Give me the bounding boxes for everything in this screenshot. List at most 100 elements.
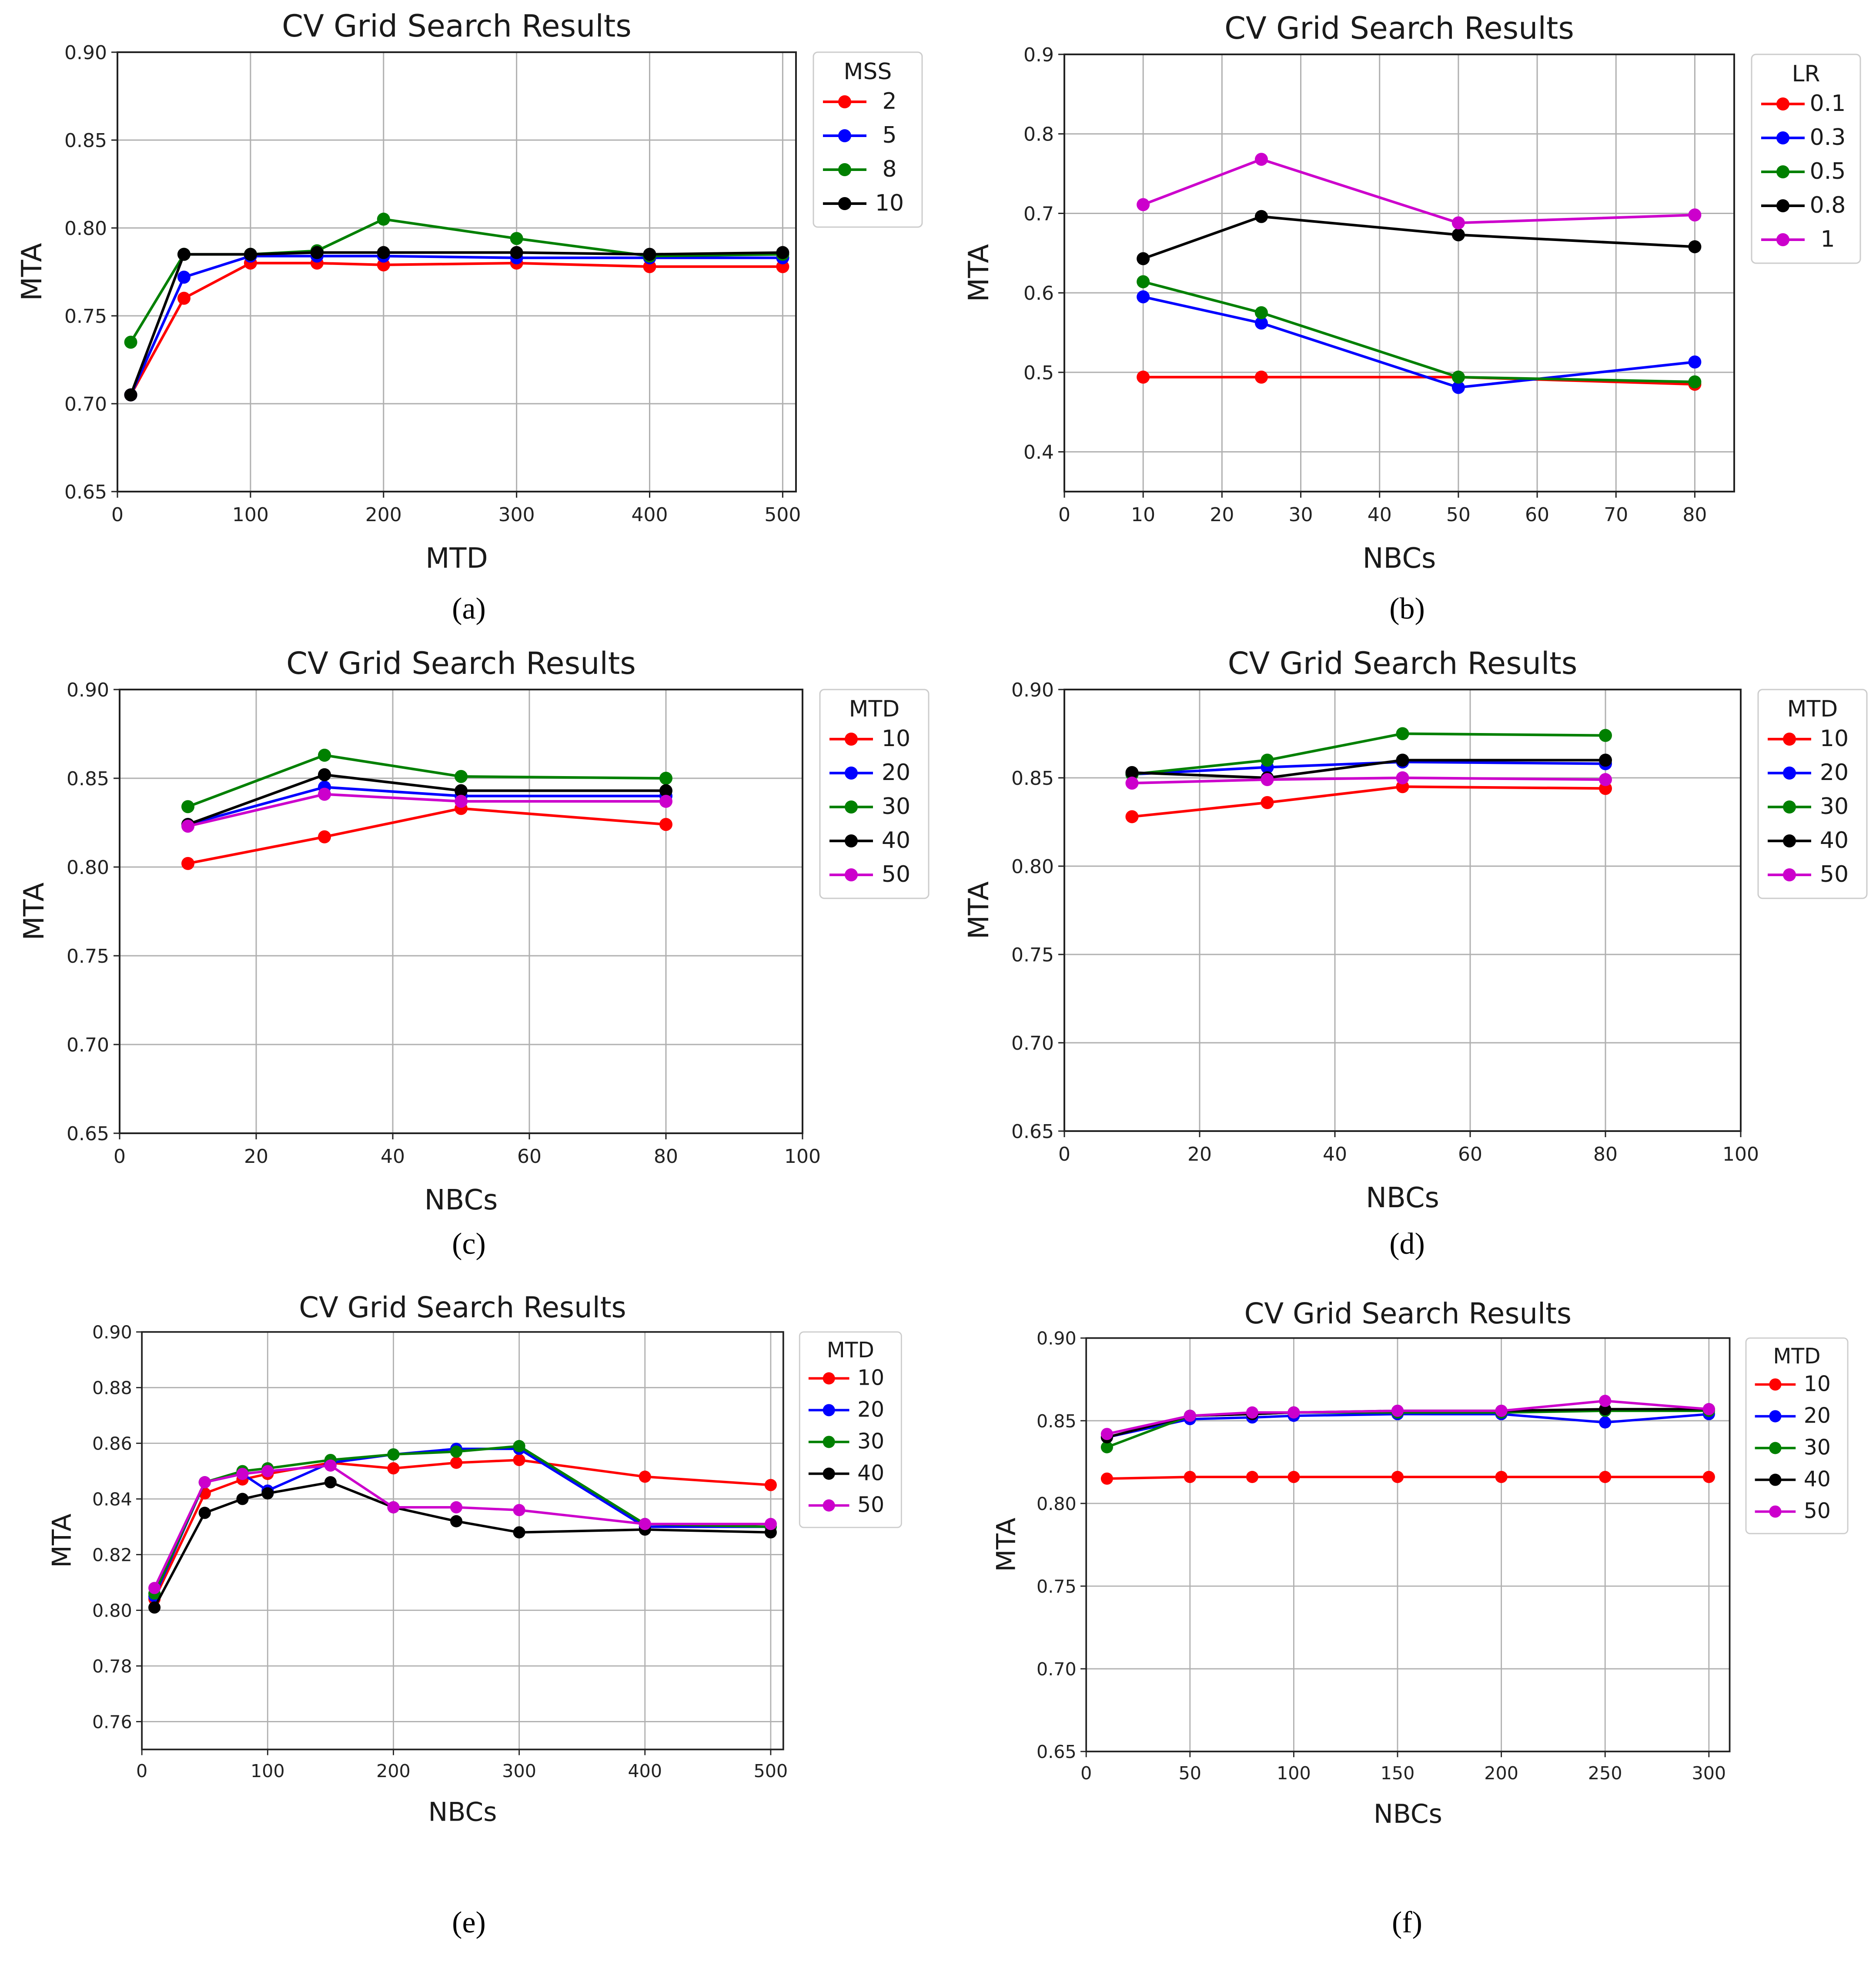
chart-2-ytick-label-0: 0.65 — [67, 1123, 109, 1145]
chart-4-series-50-point-2 — [236, 1467, 249, 1480]
chart-1-series-0.3-point-3 — [1688, 355, 1702, 369]
chart-0-series-10-point-1 — [177, 248, 191, 261]
chart-3-series-50-point-1 — [1261, 773, 1274, 787]
chart-4-legend-marker-4 — [823, 1499, 835, 1512]
chart-1-y-axis-label: MTA — [963, 244, 995, 302]
chart-2-xtick-label-1: 20 — [244, 1145, 268, 1168]
chart-0-ytick-label-4: 0.85 — [64, 130, 107, 152]
chart-1-ytick-label-0: 0.4 — [1023, 442, 1054, 464]
chart-1-legend-label-1: 0.3 — [1810, 124, 1846, 151]
chart-1-x-axis-label: NBCs — [1363, 542, 1436, 575]
chart-4-series-40-point-1 — [198, 1507, 211, 1519]
chart-2-ytick-label-5: 0.90 — [67, 679, 109, 701]
chart-0-series-2-line — [129, 261, 783, 396]
chart-5-legend-title: MTD — [1773, 1344, 1820, 1369]
chart-3-series-50-point-2 — [1396, 771, 1409, 784]
chart-2-legend-label-1: 20 — [882, 760, 910, 786]
chart-4-legend-label-1: 20 — [857, 1397, 884, 1422]
chart-4-xtick-label-0: 0 — [136, 1761, 147, 1781]
chart-4-legend-marker-1 — [823, 1404, 835, 1416]
chart-5-series-50-point-4 — [1391, 1404, 1404, 1417]
chart-1-series-0.8-point-2 — [1451, 228, 1465, 241]
chart-3-title: CV Grid Search Results — [1228, 646, 1578, 681]
chart-0-xtick-label-0: 0 — [111, 504, 124, 526]
chart-0-legend-marker-1 — [838, 129, 851, 142]
chart-5-legend-label-3: 40 — [1804, 1467, 1831, 1492]
chart-5-ytick-label-0: 0.65 — [1037, 1741, 1077, 1762]
chart-1-series-0.5-point-2 — [1451, 370, 1465, 384]
chart-4-x-axis-label: NBCs — [428, 1797, 497, 1827]
chart-0-x-axis-label: MTD — [425, 542, 488, 575]
chart-4-xtick-label-4: 400 — [628, 1761, 662, 1781]
chart-4-xtick-label-5: 500 — [754, 1761, 788, 1781]
chart-1-xtick-label-6: 60 — [1525, 504, 1549, 526]
chart-2-series-30-point-1 — [318, 748, 331, 762]
chart-2-y-axis-label: MTA — [18, 882, 50, 940]
chart-1-series-1-point-2 — [1451, 216, 1465, 230]
chart-5-series-10-point-5 — [1495, 1471, 1508, 1483]
chart-4-series-50-point-6 — [450, 1501, 463, 1513]
chart-4-series-10-point-9 — [764, 1479, 777, 1491]
chart-3-legend-title: MTD — [1787, 696, 1838, 722]
chart-5-series-10-point-2 — [1246, 1471, 1259, 1483]
chart-4-y-axis-label: MTA — [47, 1513, 77, 1568]
chart-0-legend-title: MSS — [844, 59, 892, 85]
chart-2-legend-label-2: 30 — [882, 794, 910, 820]
chart-3-series-40-point-2 — [1396, 753, 1409, 767]
chart-0-series-10-point-6 — [643, 248, 656, 261]
chart-5-series-10-point-1 — [1184, 1471, 1196, 1483]
chart-0-series-10-point-7 — [776, 246, 789, 259]
chart-0-title: CV Grid Search Results — [282, 8, 632, 44]
chart-0-series-10-line — [129, 251, 783, 395]
chart-0-series-10-point-3 — [310, 246, 324, 259]
chart-4-series-40-line — [153, 1481, 771, 1608]
chart-1-series-0.8-line — [1143, 215, 1695, 260]
chart-4-series-50-point-0 — [148, 1582, 161, 1594]
chart-1-series-0.1-point-1 — [1254, 370, 1268, 384]
chart-3-x-axis-label: NBCs — [1366, 1182, 1439, 1214]
chart-5-series-20-point-6 — [1599, 1416, 1612, 1429]
chart-3-series-50-line — [1132, 777, 1606, 785]
chart-1-legend-label-2: 0.5 — [1810, 158, 1846, 184]
chart-2-series-10-point-1 — [318, 830, 331, 844]
chart-3-legend-label-1: 20 — [1820, 760, 1849, 786]
chart-3-ytick-label-0: 0.65 — [1011, 1121, 1054, 1143]
chart-2-series-30-line — [187, 753, 666, 808]
chart-1-title: CV Grid Search Results — [1224, 10, 1574, 46]
chart-5-series-10-line — [1107, 1476, 1709, 1480]
chart-4-series-50-point-3 — [261, 1465, 274, 1477]
chart-0-y-axis-label: MTA — [16, 243, 48, 301]
chart-1-series-1-point-3 — [1688, 208, 1702, 222]
caption-d: (d) — [1389, 1227, 1425, 1261]
chart-2-ytick-label-2: 0.75 — [67, 945, 109, 968]
chart-3-series-10-line — [1132, 785, 1606, 818]
chart-2-xtick-label-2: 40 — [381, 1145, 405, 1168]
chart-5-xtick-label-0: 0 — [1080, 1763, 1092, 1784]
chart-4-series-10-point-8 — [639, 1470, 651, 1483]
chart-4-series-40-point-4 — [324, 1476, 337, 1489]
chart-5-legend-marker-0 — [1769, 1378, 1782, 1391]
chart-f: 0 50 100 150 200 250 300 0.65 0.70 0.75 0.80 0.85 0.… — [991, 1297, 1849, 1829]
chart-2-series-30-point-0 — [181, 800, 194, 814]
chart-1-xtick-label-4: 40 — [1368, 504, 1392, 526]
panel-b: 0 10 20 30 40 50 60 70 80 0.4 0.5 0.6 0.7 0.8 0.9 CV Gr… — [938, 0, 1876, 639]
chart-5-plot-frame — [1085, 1337, 1731, 1752]
chart-5-xtick-label-4: 200 — [1484, 1763, 1518, 1784]
chart-0-legend-marker-2 — [838, 163, 851, 176]
chart-5-series-50-line — [1107, 1400, 1709, 1435]
chart-3-legend-marker-0 — [1783, 733, 1796, 746]
chart-4-ytick-label-0: 0.76 — [92, 1711, 132, 1732]
chart-0-series-10-point-5 — [510, 246, 523, 259]
chart-5-series-10-point-7 — [1702, 1471, 1715, 1483]
chart-1-ytick-label-5: 0.9 — [1023, 44, 1054, 66]
chart-3-legend-marker-2 — [1783, 800, 1796, 814]
chart-0-legend-label-1: 5 — [882, 122, 896, 148]
chart-3-xtick-label-5: 100 — [1722, 1143, 1759, 1165]
chart-2-series-30-point-3 — [659, 772, 672, 785]
chart-4-series-30-point-5 — [387, 1448, 400, 1461]
chart-5-series-50-point-3 — [1287, 1406, 1300, 1419]
chart-4-series-50-point-4 — [324, 1459, 337, 1472]
chart-4-legend-marker-3 — [823, 1467, 835, 1480]
chart-1-series-0.3-point-0 — [1137, 290, 1150, 304]
chart-4-series-30-point-7 — [513, 1440, 525, 1453]
